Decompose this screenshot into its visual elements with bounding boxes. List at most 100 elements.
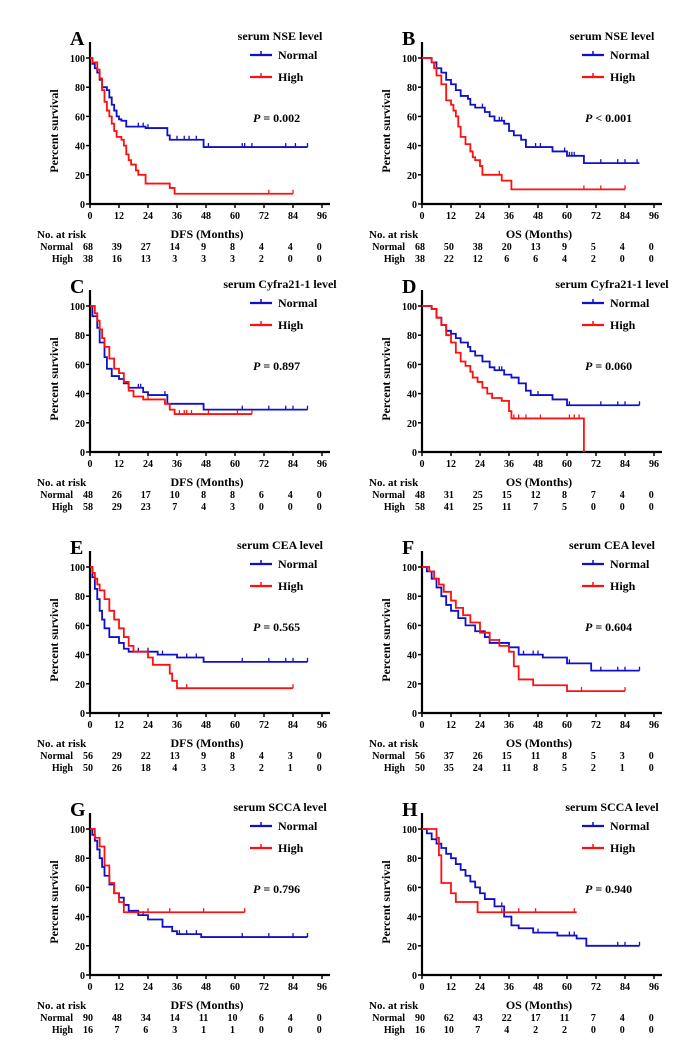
risk-count: 26 (473, 751, 483, 762)
risk-count: 3 (201, 763, 206, 774)
risk-count: 38 (473, 242, 483, 253)
y-tick-label: 40 (407, 913, 417, 924)
x-axis-label: DFS (Months) (170, 227, 243, 241)
p-symbol: P (253, 111, 261, 125)
risk-count: 10 (444, 1025, 454, 1036)
risk-table-label: No. at risk (37, 477, 87, 489)
x-tick-label: 84 (288, 459, 298, 470)
risk-row-label-high: High (384, 1025, 406, 1036)
x-tick-label: 24 (143, 720, 153, 731)
risk-row-label-normal: Normal (372, 751, 405, 762)
p-symbol: P (253, 620, 261, 634)
y-tick-label: 20 (407, 171, 417, 182)
x-axis-label: OS (Months) (506, 227, 572, 241)
risk-count: 50 (415, 763, 425, 774)
risk-count: 13 (170, 751, 180, 762)
risk-count: 3 (230, 254, 235, 265)
x-tick-label: 36 (172, 459, 182, 470)
y-tick-label: 20 (75, 680, 85, 691)
survival-curve-normal (422, 57, 640, 165)
risk-count: 18 (141, 763, 151, 774)
risk-count: 6 (143, 1025, 148, 1036)
y-tick-label: 40 (75, 390, 85, 401)
risk-count: 90 (83, 1013, 93, 1024)
chart-title: serum SCCA level (565, 800, 659, 814)
x-tick-label: 12 (114, 720, 124, 731)
chart-title: serum NSE level (570, 29, 655, 43)
x-tick-label: 0 (88, 459, 93, 470)
legend-label-high: High (610, 841, 636, 855)
y-tick-label: 40 (407, 651, 417, 662)
panel-letter: C (70, 276, 84, 298)
x-tick-label: 24 (143, 982, 153, 993)
x-tick-label: 12 (114, 982, 124, 993)
survival-curve-high (90, 828, 245, 914)
x-tick-label: 72 (591, 459, 601, 470)
x-tick-label: 60 (230, 459, 240, 470)
risk-count: 29 (112, 502, 122, 513)
risk-count: 8 (533, 763, 538, 774)
risk-row-label-normal: Normal (372, 1013, 405, 1024)
legend-label-high: High (278, 70, 304, 84)
y-tick-label: 80 (75, 83, 85, 94)
x-tick-label: 96 (649, 982, 659, 993)
y-tick-label: 40 (75, 913, 85, 924)
y-tick-label: 100 (70, 563, 85, 574)
x-tick-label: 72 (259, 459, 269, 470)
y-tick-label: 100 (402, 563, 417, 574)
x-tick-label: 0 (420, 211, 425, 222)
y-tick-label: 20 (407, 680, 417, 691)
x-tick-label: 60 (230, 720, 240, 731)
risk-count: 16 (415, 1025, 425, 1036)
risk-count: 12 (473, 254, 483, 265)
risk-count: 26 (112, 763, 122, 774)
y-axis-label: Percent survival (47, 89, 61, 173)
panel-letter: A (70, 28, 85, 50)
y-tick-label: 100 (70, 302, 85, 313)
legend-label-high: High (278, 318, 304, 332)
chart-title: serum CEA level (237, 538, 324, 552)
risk-count: 9 (201, 751, 206, 762)
risk-count: 6 (259, 1013, 264, 1024)
risk-row-label-normal: Normal (372, 490, 405, 501)
panel-letter: H (402, 799, 418, 821)
risk-table-label: No. at risk (369, 1000, 419, 1012)
x-tick-label: 84 (288, 720, 298, 731)
p-value: P = 0.940 (585, 882, 632, 896)
p-symbol: P (253, 359, 261, 373)
risk-count: 2 (259, 763, 264, 774)
risk-count: 38 (83, 254, 93, 265)
risk-count: 20 (502, 242, 512, 253)
legend-label-normal: Normal (610, 296, 650, 310)
x-tick-label: 48 (533, 459, 543, 470)
x-tick-label: 36 (504, 459, 514, 470)
legend-label-normal: Normal (610, 819, 650, 833)
x-tick-label: 12 (114, 459, 124, 470)
risk-count: 4 (620, 242, 625, 253)
risk-count: 1 (620, 763, 625, 774)
risk-count: 68 (415, 242, 425, 253)
risk-count: 0 (620, 1025, 625, 1036)
x-tick-label: 36 (172, 982, 182, 993)
risk-count: 6 (504, 254, 509, 265)
x-tick-label: 72 (259, 211, 269, 222)
p-symbol: P (585, 359, 593, 373)
y-axis-label: Percent survival (47, 860, 61, 944)
p-value-text: = 0.565 (260, 620, 300, 634)
x-tick-label: 72 (259, 982, 269, 993)
p-value-text: < 0.001 (592, 111, 632, 125)
risk-count: 16 (83, 1025, 93, 1036)
risk-count: 90 (415, 1013, 425, 1024)
risk-count: 11 (199, 1013, 208, 1024)
risk-row-label-high: High (384, 763, 406, 774)
p-value: P = 0.060 (585, 359, 632, 373)
risk-count: 0 (591, 1025, 596, 1036)
survival-curve-normal (422, 305, 640, 407)
risk-count: 5 (562, 763, 567, 774)
risk-count: 13 (531, 242, 541, 253)
y-axis-label: Percent survival (47, 598, 61, 682)
survival-curve-high (90, 305, 252, 415)
risk-row-label-high: High (52, 502, 74, 513)
risk-count: 56 (415, 751, 425, 762)
